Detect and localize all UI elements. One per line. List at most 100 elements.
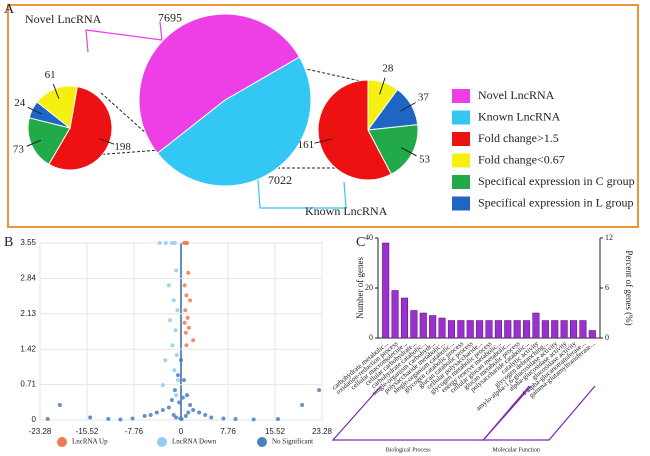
- legend-label: Specifical expression in C group: [478, 174, 635, 188]
- legend-label: No Significant: [272, 438, 313, 446]
- point: [130, 416, 135, 421]
- legend-marker: [257, 437, 267, 447]
- legend-swatch: [452, 175, 470, 189]
- leader-line: [26, 139, 42, 147]
- point: [169, 398, 174, 403]
- point: [163, 241, 168, 245]
- point: [106, 417, 111, 422]
- bar: [532, 312, 540, 339]
- point: [180, 395, 185, 400]
- x-tick-label: 15.52: [265, 427, 286, 436]
- point: [203, 413, 208, 418]
- bar: [447, 320, 455, 339]
- leader-line: [99, 138, 115, 145]
- y-tick-label: 2.84: [20, 274, 36, 283]
- point: [168, 318, 173, 323]
- point: [197, 410, 202, 415]
- panel-label: C: [356, 235, 365, 250]
- legend-swatch: [452, 196, 470, 211]
- legend-marker: [157, 437, 167, 447]
- legend-label: Specifical expression in L group: [478, 195, 634, 209]
- legend-label: Known LncRNA: [478, 109, 561, 123]
- point: [171, 298, 176, 303]
- bar: [513, 320, 521, 339]
- bar: [410, 310, 418, 339]
- x-tick-label: -7.76: [125, 427, 144, 436]
- bar: [551, 320, 559, 339]
- point: [182, 283, 187, 288]
- leader-line: [52, 83, 60, 99]
- point: [186, 325, 191, 330]
- point: [275, 417, 280, 422]
- point: [173, 328, 178, 333]
- legend-marker: [57, 437, 67, 447]
- bar: [541, 320, 549, 339]
- legend-label: Fold change<0.67: [478, 152, 565, 166]
- legend-label: LncRNA Down: [172, 438, 217, 446]
- pie-slice: [156, 56, 312, 187]
- value-label: 198: [114, 141, 131, 153]
- y2-tick-label: 12: [605, 233, 613, 242]
- group-label: Biological Process: [386, 447, 431, 453]
- point: [233, 417, 238, 422]
- group-bracket: [481, 385, 596, 441]
- point: [174, 268, 179, 273]
- leader-line: [27, 106, 42, 115]
- y2-axis-title: Percent of genes (%): [624, 250, 634, 325]
- point: [166, 405, 171, 410]
- point: [191, 338, 196, 343]
- point: [300, 403, 305, 408]
- callout-label: Known LncRNA: [305, 204, 388, 218]
- known-bracket: [257, 179, 347, 209]
- point: [175, 373, 180, 378]
- bar: [466, 320, 474, 339]
- y-tick-label: 2.13: [20, 309, 36, 318]
- point: [88, 415, 93, 420]
- pie-slice: [138, 13, 301, 154]
- legend-swatch: [452, 132, 470, 146]
- point: [174, 393, 179, 398]
- value-label: 28: [382, 63, 394, 75]
- point: [185, 241, 190, 245]
- bar: [400, 297, 409, 339]
- legend-label: Novel LncRNA: [478, 88, 555, 102]
- panel-a-frame: [7, 4, 639, 228]
- bar: [494, 320, 502, 339]
- leader-line: [314, 138, 332, 144]
- point: [183, 330, 188, 335]
- leader-line: [379, 77, 386, 95]
- point: [182, 378, 187, 383]
- group-bracket: [331, 385, 530, 441]
- point: [221, 416, 226, 421]
- y2-tick-label: 6: [605, 283, 609, 292]
- point: [160, 383, 165, 388]
- bar: [457, 320, 465, 339]
- point: [188, 403, 193, 408]
- point: [183, 414, 188, 419]
- point: [172, 241, 177, 245]
- bar: [569, 320, 578, 339]
- y-axis-title: Number of genes: [355, 257, 365, 319]
- value-label: 7695: [158, 11, 182, 25]
- point: [57, 403, 62, 408]
- point: [157, 241, 162, 245]
- point: [169, 241, 174, 245]
- point: [148, 413, 153, 418]
- point: [166, 283, 171, 288]
- x-tick-label: 23.28: [312, 427, 333, 436]
- point: [179, 358, 183, 363]
- point: [251, 417, 256, 422]
- point: [185, 315, 190, 320]
- group-label: Molecular Function: [492, 447, 540, 453]
- bar: [429, 315, 437, 339]
- point: [174, 353, 179, 358]
- point: [186, 410, 191, 415]
- point: [171, 413, 176, 418]
- point: [183, 308, 188, 313]
- point: [317, 388, 322, 393]
- point: [174, 415, 179, 420]
- x-tick-label: 0: [179, 427, 184, 436]
- bar: [438, 317, 446, 339]
- y-tick-label: 0: [369, 333, 373, 342]
- bar: [485, 320, 493, 339]
